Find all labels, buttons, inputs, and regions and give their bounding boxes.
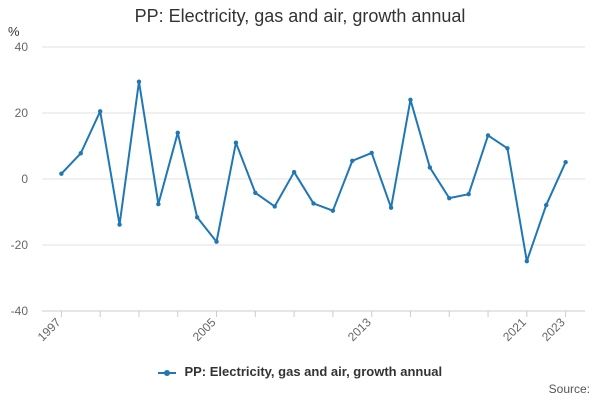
data-point[interactable]: [291, 169, 297, 175]
data-point[interactable]: [117, 222, 122, 227]
y-tick-label: 0: [21, 172, 28, 186]
data-point[interactable]: [350, 158, 355, 164]
x-tick-label: 2013: [345, 315, 374, 344]
data-point[interactable]: [78, 151, 83, 156]
data-point[interactable]: [175, 130, 180, 135]
x-tick-label: 2023: [539, 315, 568, 344]
legend-swatch-icon: [157, 368, 176, 378]
data-point[interactable]: [136, 79, 142, 84]
y-tick-label: -20: [11, 238, 29, 252]
y-tick-label: 40: [15, 40, 29, 54]
y-axis-label: %: [8, 24, 20, 39]
legend-label: PP: Electricity, gas and air, growth ann…: [184, 364, 443, 379]
legend-dot: [163, 369, 170, 376]
y-tick-label: -40: [11, 304, 29, 318]
data-point[interactable]: [563, 159, 568, 165]
data-point[interactable]: [156, 201, 161, 207]
x-tick-label: 2021: [500, 315, 529, 344]
source-label: Source:: [548, 382, 590, 396]
chart-title: PP: Electricity, gas and air, growth ann…: [134, 6, 466, 26]
data-point[interactable]: [524, 258, 530, 264]
series-line[interactable]: [60, 80, 567, 263]
data-point[interactable]: [194, 215, 200, 220]
gridlines: [42, 46, 585, 312]
data-point[interactable]: [388, 205, 394, 210]
data-point[interactable]: [233, 140, 239, 145]
data-point[interactable]: [427, 165, 433, 170]
x-tick-label: 2005: [190, 315, 219, 344]
data-point[interactable]: [253, 190, 258, 196]
data-point[interactable]: [330, 208, 336, 213]
data-point[interactable]: [214, 239, 219, 244]
data-point[interactable]: [272, 204, 277, 209]
data-point[interactable]: [447, 195, 452, 201]
y-tick-label: 20: [15, 106, 29, 120]
data-point[interactable]: [505, 146, 510, 151]
data-point[interactable]: [544, 202, 549, 208]
data-point[interactable]: [408, 97, 413, 103]
x-tick-label: 1997: [35, 315, 64, 344]
data-point[interactable]: [97, 109, 103, 114]
axes: -40 -20 0 20 40 1997 2005 2013 2021 2023: [11, 40, 585, 344]
data-point[interactable]: [466, 191, 471, 197]
legend[interactable]: PP: Electricity, gas and air, growth ann…: [0, 364, 600, 379]
data-point[interactable]: [485, 133, 491, 138]
data-point[interactable]: [369, 150, 374, 156]
data-point[interactable]: [59, 171, 64, 176]
series-layer: [59, 79, 568, 264]
data-point[interactable]: [311, 201, 316, 206]
